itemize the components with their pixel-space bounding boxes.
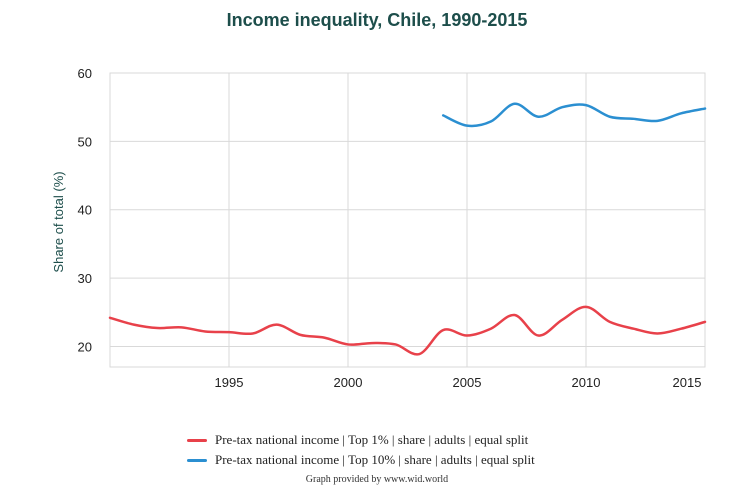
legend-item-top10[interactable]: Pre-tax national income | Top 10% | shar… xyxy=(187,450,535,470)
legend-item-top1[interactable]: Pre-tax national income | Top 1% | share… xyxy=(187,430,535,450)
legend: Pre-tax national income | Top 1% | share… xyxy=(187,430,535,470)
y-tick-label: 30 xyxy=(78,271,92,286)
x-tick-label: 1995 xyxy=(215,375,244,390)
series-lines xyxy=(108,102,707,356)
y-tick-label: 60 xyxy=(78,66,92,81)
chart-title: Income inequality, Chile, 1990-2015 xyxy=(226,10,528,30)
y-tick-label: 40 xyxy=(78,203,92,218)
legend-swatch-top1 xyxy=(187,438,207,442)
x-tick-label: 2015 xyxy=(673,375,702,390)
y-axis-label: Share of total (%) xyxy=(51,171,66,272)
x-tick-label: 2010 xyxy=(572,375,601,390)
x-tick-label: 2000 xyxy=(334,375,363,390)
legend-label-top1: Pre-tax national income | Top 1% | share… xyxy=(215,432,529,447)
x-tick-label: 2005 xyxy=(453,375,482,390)
grid xyxy=(109,72,706,368)
y-tick-label: 20 xyxy=(78,339,92,354)
y-tick-label: 50 xyxy=(78,134,92,149)
y-ticks: 20 30 40 50 60 xyxy=(78,66,92,354)
series-line-0 xyxy=(108,305,707,356)
x-ticks: 1995 2000 2005 2010 2015 xyxy=(215,375,702,390)
legend-swatch-top10 xyxy=(187,458,207,462)
legend-label-top10: Pre-tax national income | Top 10% | shar… xyxy=(215,452,535,467)
series-line-1 xyxy=(441,102,707,128)
credit-text: Graph provided by www.wid.world xyxy=(305,474,449,485)
